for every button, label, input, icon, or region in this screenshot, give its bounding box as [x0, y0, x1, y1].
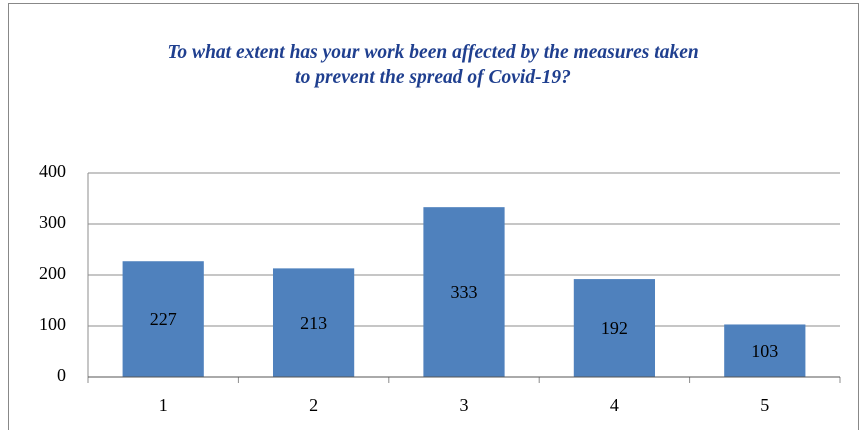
y-tick-label: 0: [57, 365, 66, 385]
data-label: 227: [150, 309, 177, 329]
data-label: 333: [451, 282, 478, 302]
chart-title: To what extent has your work been affect…: [167, 42, 699, 88]
chart-frame: [8, 3, 859, 430]
x-tick-label: 4: [610, 395, 619, 415]
y-tick-label: 400: [39, 161, 66, 181]
x-tick-label: 5: [760, 395, 769, 415]
bar: [724, 324, 806, 377]
data-label: 192: [601, 318, 628, 338]
bar: [272, 268, 355, 377]
x-tick-label: 2: [309, 395, 318, 415]
x-tick-label: 1: [159, 395, 168, 415]
y-tick-label: 200: [39, 263, 66, 283]
y-tick-label: 100: [39, 314, 66, 334]
y-tick-label: 300: [39, 212, 66, 232]
data-label: 213: [300, 313, 327, 333]
bar: [423, 207, 505, 377]
bar: [122, 261, 204, 377]
data-label: 103: [751, 341, 778, 361]
x-tick-label: 3: [460, 395, 469, 415]
bar: [573, 279, 656, 377]
